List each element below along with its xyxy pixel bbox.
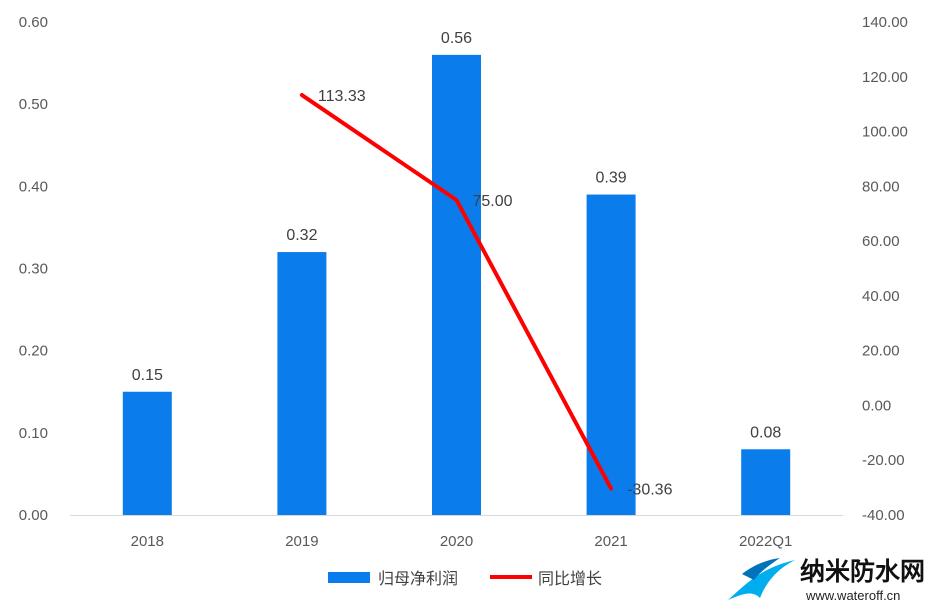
legend-label-line: 同比增长 xyxy=(538,569,602,588)
bar xyxy=(277,252,327,516)
right-y-tick-label: 0.00 xyxy=(862,397,891,414)
left-y-tick-label: 0.00 xyxy=(19,507,48,524)
left-y-tick-label: 0.60 xyxy=(19,14,48,31)
wave-logo-icon xyxy=(728,560,795,600)
right-y-tick-label: -20.00 xyxy=(862,452,905,469)
line-value-label: 75.00 xyxy=(473,193,513,210)
right-y-tick-label: 120.00 xyxy=(862,69,908,86)
legend-swatch-bar xyxy=(328,572,370,583)
bar xyxy=(432,54,481,515)
watermark-name: 纳米防水网 xyxy=(800,557,925,586)
bar-value-label: 0.39 xyxy=(596,170,627,187)
line-series xyxy=(299,93,614,491)
watermark-logo: 纳米防水网 www.wateroff.cn xyxy=(728,557,925,603)
left-y-axis: 0.00 0.10 0.20 0.30 0.40 0.50 0.60 xyxy=(19,14,48,524)
left-y-tick-label: 0.40 xyxy=(19,178,48,195)
left-y-tick-label: 0.10 xyxy=(19,425,48,442)
bar-value-label: 0.32 xyxy=(286,227,317,244)
right-y-tick-label: 40.00 xyxy=(862,288,900,305)
left-y-tick-label: 0.30 xyxy=(19,261,48,278)
x-tick-label: 2022Q1 xyxy=(739,533,792,550)
legend: 归母净利润 同比增长 xyxy=(328,569,602,588)
x-axis: 2018 2019 2020 2021 2022Q1 xyxy=(131,533,793,550)
right-y-tick-label: 80.00 xyxy=(862,178,900,195)
x-tick-label: 2018 xyxy=(131,533,164,550)
watermark-url: www.wateroff.cn xyxy=(805,588,900,603)
line-value-label: -30.36 xyxy=(627,482,672,499)
line-value-label: 113.33 xyxy=(318,88,366,105)
left-y-tick-label: 0.20 xyxy=(19,343,48,360)
x-tick-label: 2019 xyxy=(285,533,318,550)
right-y-tick-label: 100.00 xyxy=(862,124,908,141)
right-y-axis: -40.00 -20.00 0.00 20.00 40.00 60.00 80.00 100.… xyxy=(862,14,908,524)
growth-line xyxy=(299,93,614,491)
bar xyxy=(122,391,172,515)
bar-series xyxy=(122,54,791,516)
bar-value-label: 0.15 xyxy=(132,367,163,384)
data-labels: 0.15 0.32 0.56 0.39 0.08 113.33 75.00 -30.36 xyxy=(132,30,782,499)
x-tick-label: 2021 xyxy=(594,533,627,550)
wave-logo-accent-icon xyxy=(742,558,780,580)
left-y-tick-label: 0.50 xyxy=(19,96,48,113)
right-y-tick-label: 60.00 xyxy=(862,233,900,250)
right-y-tick-label: 20.00 xyxy=(862,343,900,360)
bar xyxy=(741,449,791,515)
right-y-tick-label: 140.00 xyxy=(862,14,908,31)
bar xyxy=(586,194,636,516)
legend-label-bar: 归母净利润 xyxy=(378,569,458,588)
bar-value-label: 0.08 xyxy=(750,424,781,441)
x-tick-label: 2020 xyxy=(440,533,473,550)
right-y-tick-label: -40.00 xyxy=(862,507,905,524)
bar-value-label: 0.56 xyxy=(441,30,472,47)
